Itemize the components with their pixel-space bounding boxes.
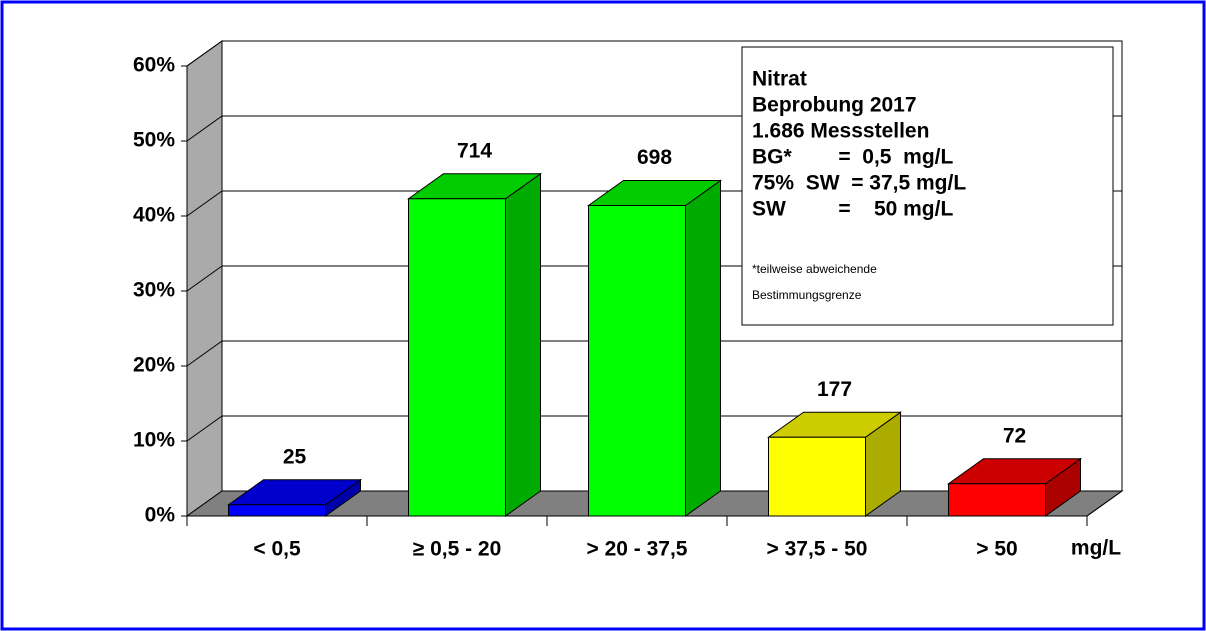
y-tick-label: 50% xyxy=(133,129,175,152)
data-label: 698 xyxy=(637,146,672,169)
x-tick-label: > 20 - 37,5 xyxy=(587,538,688,561)
bar xyxy=(228,504,326,517)
x-axis-end xyxy=(1086,490,1123,517)
x-tick-label: > 37,5 - 50 xyxy=(767,538,868,561)
grid-line xyxy=(186,115,223,142)
x-tick-label: > 50 xyxy=(976,538,1017,561)
info-note: Bestimmungsgrenze xyxy=(752,288,862,302)
info-line: Beprobung 2017 xyxy=(752,94,917,117)
bar xyxy=(768,436,866,517)
info-box xyxy=(741,46,1114,326)
bar-side xyxy=(685,179,721,517)
y-tick-label: 10% xyxy=(133,429,175,452)
info-line: 1.686 Messstellen xyxy=(752,120,929,143)
grid-line xyxy=(186,340,223,367)
grid-line xyxy=(186,40,223,67)
grid-line xyxy=(186,415,223,442)
info-note: *teilweise abweichende xyxy=(752,262,877,276)
x-unit: mg/L xyxy=(1071,537,1121,560)
x-tick-label: ≥ 0,5 - 20 xyxy=(413,538,502,561)
grid-line xyxy=(186,190,223,217)
grid-line xyxy=(186,265,223,292)
y-tick-label: 40% xyxy=(133,204,175,227)
info-line: BG* = 0,5 mg/L xyxy=(752,146,953,169)
y-tick-label: 60% xyxy=(133,54,175,77)
info-line: 75% SW = 37,5 mg/L xyxy=(752,172,966,195)
bar-side xyxy=(505,172,541,517)
bar xyxy=(948,483,1046,517)
info-line: SW = 50 mg/L xyxy=(752,198,953,221)
data-label: 72 xyxy=(1003,424,1026,447)
data-label: 25 xyxy=(283,445,307,468)
bar xyxy=(588,205,686,517)
data-label: 714 xyxy=(457,139,492,162)
y-tick-label: 0% xyxy=(145,504,176,527)
bar xyxy=(408,198,506,517)
y-tick-label: 30% xyxy=(133,279,175,302)
info-line: Nitrat xyxy=(752,68,807,91)
x-tick-label: < 0,5 xyxy=(253,538,301,561)
data-label: 177 xyxy=(817,378,852,401)
y-tick-label: 20% xyxy=(133,354,175,377)
